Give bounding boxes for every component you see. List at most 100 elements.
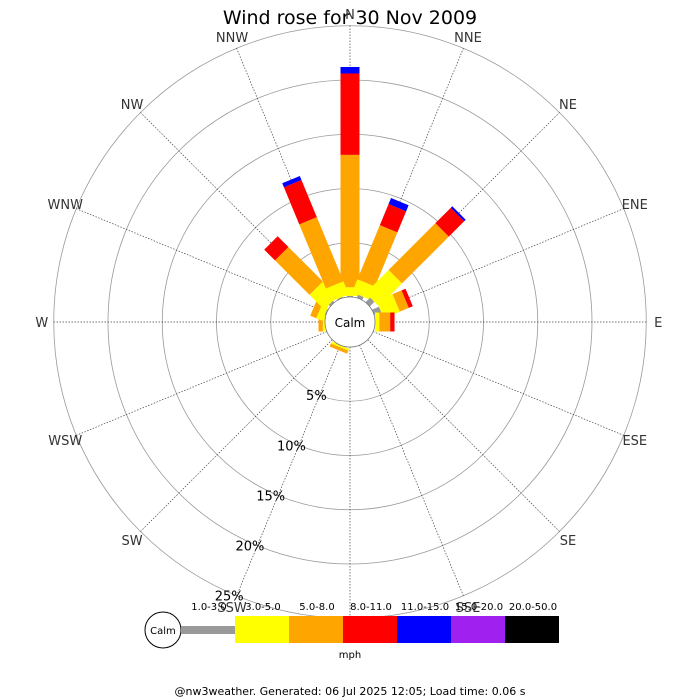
segment-nnw-bin-4 <box>282 175 302 188</box>
footer-text: @nw3weather. Generated: 06 Jul 2025 12:0… <box>175 685 526 698</box>
spoke-ssw <box>236 344 341 596</box>
segment-e-bin-1 <box>375 312 380 332</box>
direction-label-ese: ESE <box>622 434 647 449</box>
direction-label-se: SE <box>560 534 576 549</box>
direction-label-sw: SW <box>121 534 142 549</box>
bar-ssw-bin-2 <box>329 343 349 354</box>
radial-tick-label-15: 15% <box>256 489 285 504</box>
radial-tick-label-20: 20% <box>235 540 264 555</box>
bar-ne-bin-4 <box>450 206 466 222</box>
bar-nne-bin-2 <box>357 225 398 287</box>
direction-label-nw: NW <box>121 98 144 113</box>
bar-nnw-bin-1 <box>325 281 349 302</box>
segment-ne-bin-1 <box>365 269 403 307</box>
segment-n-bin-2 <box>340 154 360 288</box>
direction-label-w: W <box>35 316 48 331</box>
segment-nne-bin-0 <box>356 294 364 301</box>
segment-wnw-bin-0 <box>324 309 329 316</box>
bar-e-bin-2 <box>379 312 391 332</box>
spoke-ese <box>372 331 624 436</box>
direction-label-n: N <box>345 8 355 23</box>
segment-e-bin-2 <box>379 312 391 332</box>
segment-nnw-bin-3 <box>283 179 317 225</box>
direction-label-e: E <box>654 316 662 331</box>
spoke-sw <box>140 339 333 532</box>
segment-nne-bin-4 <box>388 198 409 212</box>
bar-n-bin-0 <box>347 295 353 297</box>
segment-nw-bin-3 <box>264 236 289 261</box>
bar-nw-bin-3 <box>264 236 289 261</box>
legend-calm-label: Calm <box>150 626 176 637</box>
direction-label-ene: ENE <box>622 198 648 213</box>
bar-n-bin-3 <box>340 73 360 155</box>
legend-swatch-6 <box>505 616 559 643</box>
spoke-sse <box>359 344 464 596</box>
legend-label-3: 8.0-11.0 <box>350 602 392 613</box>
legend-label-4: 11.0-15.0 <box>401 602 449 613</box>
legend-swatch-0 <box>181 626 235 634</box>
segment-nnw-bin-2 <box>299 217 344 289</box>
bar-n-bin-1 <box>340 287 360 296</box>
legend-label-6: 20.0-50.0 <box>509 602 557 613</box>
legend-label-1: 3.0-5.0 <box>245 602 280 613</box>
legend-label-2: 5.0-8.0 <box>299 602 334 613</box>
bar-nnw-bin-0 <box>337 296 344 301</box>
calm-label: Calm <box>335 316 366 330</box>
segment-nne-bin-2 <box>357 225 398 287</box>
segment-ene-bin-2 <box>392 290 409 312</box>
wind-bars <box>264 66 466 354</box>
bar-ene-bin-3 <box>401 288 413 308</box>
legend-label-0: 1.0-3.0 <box>191 602 226 613</box>
segment-nw-bin-2 <box>274 246 323 295</box>
spoke-se <box>367 339 560 532</box>
bar-nne-bin-0 <box>356 294 364 301</box>
spoke-wnw <box>76 208 328 313</box>
spoke-wsw <box>76 331 328 436</box>
bar-ne-bin-3 <box>435 207 465 237</box>
direction-label-ne: NE <box>559 98 577 113</box>
bar-nnw-bin-2 <box>299 217 344 289</box>
segment-ssw-bin-1 <box>330 341 350 351</box>
segment-ne-bin-3 <box>435 207 465 237</box>
direction-label-nne: NNE <box>454 31 482 46</box>
segment-nnw-bin-1 <box>325 281 349 302</box>
direction-label-wnw: WNW <box>47 198 83 213</box>
legend-label-5: 15.0-20.0 <box>455 602 503 613</box>
bar-ne-bin-2 <box>388 223 449 284</box>
segment-ssw-bin-2 <box>329 343 349 354</box>
bar-nw-bin-2 <box>274 246 323 295</box>
direction-label-sse: SSE <box>456 601 481 616</box>
segment-e-bin-3 <box>390 312 395 332</box>
direction-label-wsw: WSW <box>48 434 82 449</box>
spoke-ene <box>372 208 624 313</box>
bar-ene-bin-1 <box>376 294 400 319</box>
bar-ssw-bin-1 <box>330 341 350 351</box>
calm-circle <box>324 296 376 348</box>
legend: Calm 1.0-3.0 3.0-5.0 5.0-8.0 8.0-11.0 11.0-15… <box>144 602 559 661</box>
segment-n-bin-0 <box>347 295 353 297</box>
legend-swatch-4 <box>397 616 451 643</box>
bar-ne-bin-1 <box>365 269 403 307</box>
bar-nw-bin-0 <box>328 300 335 307</box>
segment-ene-bin-3 <box>401 288 413 308</box>
bar-nne-bin-3 <box>379 204 407 233</box>
bar-ene-bin-2 <box>392 290 409 312</box>
segment-nne-bin-3 <box>379 204 407 233</box>
radial-tick-label-10: 10% <box>277 439 306 454</box>
legend-swatch-1 <box>235 616 289 643</box>
bar-n-bin-4 <box>340 66 360 74</box>
bar-nnw-bin-3 <box>283 179 317 225</box>
segment-ene-bin-1 <box>376 294 400 319</box>
segment-ne-bin-4 <box>450 206 466 222</box>
segment-ne-bin-2 <box>388 223 449 284</box>
segment-nw-bin-1 <box>309 281 338 310</box>
direction-label-ssw: SSW <box>217 601 247 616</box>
bar-e-bin-3 <box>390 312 395 332</box>
chart-title: Wind rose for 30 Nov 2009 <box>223 7 477 29</box>
legend-swatch-5 <box>451 616 505 643</box>
direction-label-nnw: NNW <box>216 31 248 46</box>
radial-tick-label-5: 5% <box>306 389 327 404</box>
segment-n-bin-4 <box>340 66 360 74</box>
